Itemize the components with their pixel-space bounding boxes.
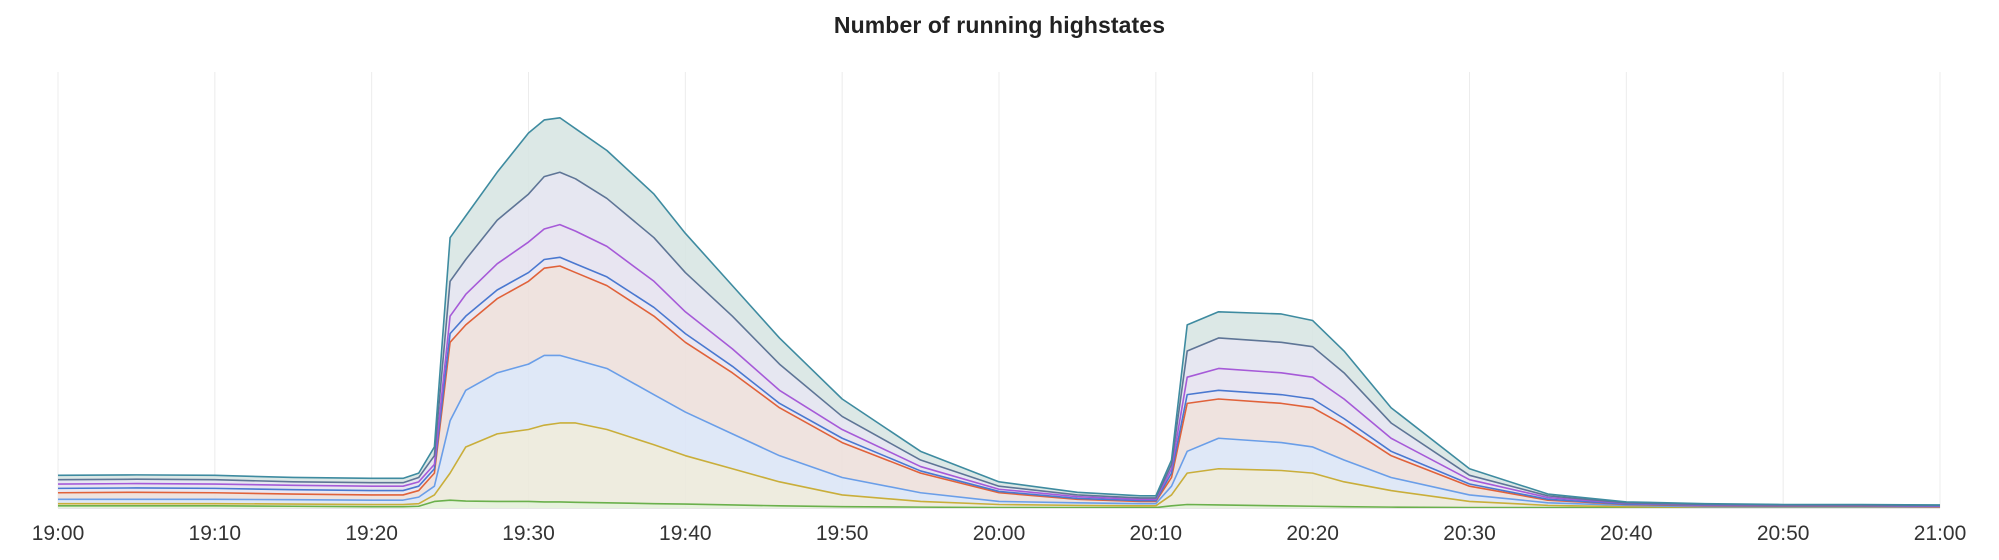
series-line-6 — [57, 223, 1941, 507]
x-tick-label: 20:50 — [1757, 522, 1810, 545]
x-tick-label: 19:10 — [189, 522, 242, 545]
series-line-4 — [57, 265, 1941, 508]
series-line-5 — [57, 256, 1941, 508]
series-area-4 — [58, 266, 1940, 508]
x-axis: 19:00 19:10 19:20 19:30 19:40 19:50 20:00 20:10… — [32, 508, 1967, 545]
series-line-1 — [58, 499, 1940, 509]
x-tick-label: 19:30 — [502, 522, 555, 545]
x-tick-label: 20:40 — [1600, 522, 1653, 545]
x-tick-label: 20:00 — [973, 522, 1026, 545]
chart-title: Number of running highstates — [833, 12, 1166, 38]
series-area-2 — [58, 422, 1940, 508]
series-line-7 — [57, 171, 1941, 507]
x-tick-label: 20:20 — [1286, 522, 1339, 545]
series-area-3 — [58, 355, 1940, 508]
series-line-3 — [58, 354, 1941, 508]
x-tick-label: 19:50 — [816, 522, 869, 545]
series-line-2 — [58, 422, 1941, 509]
x-tick-label: 21:00 — [1914, 522, 1967, 545]
x-tick-label: 20:30 — [1443, 522, 1496, 545]
series-lines — [57, 116, 1941, 509]
gridlines — [57, 72, 1941, 508]
x-tick-label: 20:10 — [1130, 522, 1183, 545]
series-line-8 — [57, 116, 1941, 506]
x-tick-label: 19:00 — [32, 522, 85, 545]
x-tick-label: 19:20 — [345, 522, 398, 545]
x-tick-label: 19:40 — [659, 522, 712, 545]
